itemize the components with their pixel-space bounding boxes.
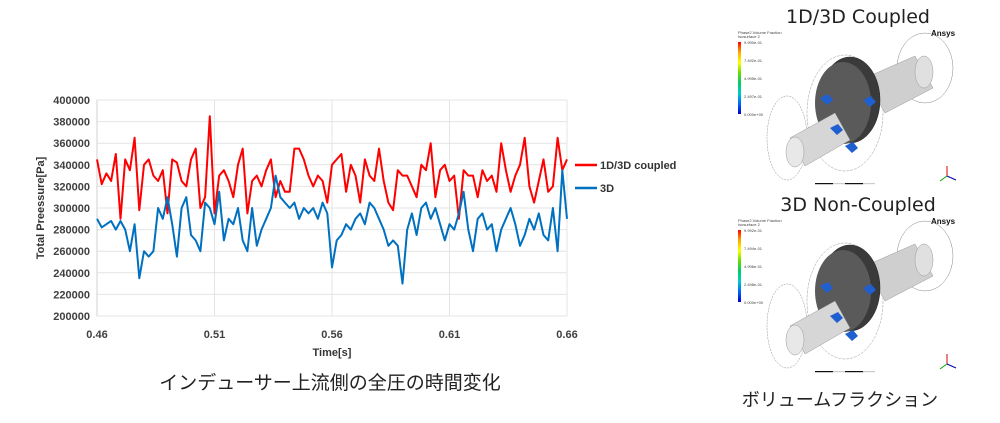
color-scale-label: 9.992e-01 (744, 228, 763, 233)
y-tick-label: 360000 (53, 138, 90, 150)
scale-bar (815, 371, 875, 373)
legend-title: Phase2.Volume Fraction (738, 218, 782, 223)
y-tick-label: 240000 (53, 268, 90, 280)
isosurface-blob (830, 312, 843, 323)
y-tick-label: 280000 (53, 225, 90, 237)
panel-title-non-coupled: 3D Non-Coupled (780, 194, 936, 216)
legend-subtitle: Isosurface 2 (738, 34, 761, 39)
y-tick-label: 260000 (53, 246, 90, 258)
x-tick-label: 0.61 (439, 329, 460, 341)
legend-label: 3D (600, 183, 614, 195)
legend-title: Phase2.Volume Fraction (738, 30, 782, 35)
x-tick-label: 0.56 (321, 329, 342, 341)
y-axis-title: Total Preessure[Pa] (35, 156, 47, 259)
series-line-3d (96, 169, 568, 285)
series-line-coupled (96, 115, 568, 220)
isosurface-blob (845, 330, 858, 341)
axis-triad-icon (939, 166, 957, 182)
legend-subtitle: Isosurface 2 (738, 222, 761, 227)
x-axis-title: Time[s] (313, 347, 352, 359)
x-axis-ticks: 0.46 0.51 0.56 0.61 0.66 (86, 329, 577, 341)
y-tick-label: 300000 (53, 203, 90, 215)
x-tick-label: 0.51 (204, 329, 225, 341)
pressure-chart: 200000 220000 240000 260000 280000 300000 3200… (35, 95, 676, 359)
panel-title-coupled: 1D/3D Coupled (786, 6, 930, 28)
chart-caption: インデューサー上流側の全圧の時間変化 (159, 372, 501, 394)
legend-label: 1D/3D coupled (600, 160, 676, 172)
color-scale-bar (738, 42, 741, 114)
panels-caption: ボリュームフラクション (741, 390, 939, 411)
color-scale-label: 7.494e-01 (744, 246, 763, 251)
x-tick-label: 0.66 (556, 329, 577, 341)
isosurface-blob (830, 124, 843, 135)
color-scale-label: 4.996e-01 (744, 264, 763, 269)
color-scale-label: 7.492e-01 (744, 58, 763, 63)
impeller-model (766, 32, 954, 181)
ansys-logo: Ansys (931, 217, 956, 226)
scale-bar (815, 183, 875, 185)
legend: 1D/3D coupled 3D (575, 160, 676, 195)
y-axis-ticks: 200000 220000 240000 260000 280000 300000 3200… (53, 95, 90, 323)
y-tick-label: 340000 (53, 160, 90, 172)
color-scale-label: 9.990e-01 (744, 40, 763, 45)
color-scale-label: 2.498e-01 (744, 282, 763, 287)
y-tick-label: 320000 (53, 181, 90, 193)
y-tick-label: 220000 (53, 289, 90, 301)
isosurface-blob (820, 94, 833, 105)
isosurface-blob (863, 96, 876, 107)
color-scale-label: 4.995e-01 (744, 76, 763, 81)
color-scale-label: 0.000e+00 (744, 300, 764, 305)
impeller-model (766, 220, 954, 369)
x-tick-label: 0.46 (86, 329, 107, 341)
isosurface-blob (820, 282, 833, 293)
color-scale-label: 2.497e-01 (744, 94, 763, 99)
y-tick-label: 400000 (53, 95, 90, 107)
isosurface-blob (845, 142, 858, 153)
y-tick-label: 200000 (53, 311, 90, 323)
color-scale-label: 0.000e+00 (744, 112, 764, 117)
ansys-logo: Ansys (931, 29, 956, 38)
color-scale-bar (738, 230, 741, 302)
y-tick-label: 380000 (53, 117, 90, 129)
series-lines (96, 115, 568, 285)
isosurface-blob (863, 284, 876, 295)
axis-triad-icon (939, 354, 957, 370)
